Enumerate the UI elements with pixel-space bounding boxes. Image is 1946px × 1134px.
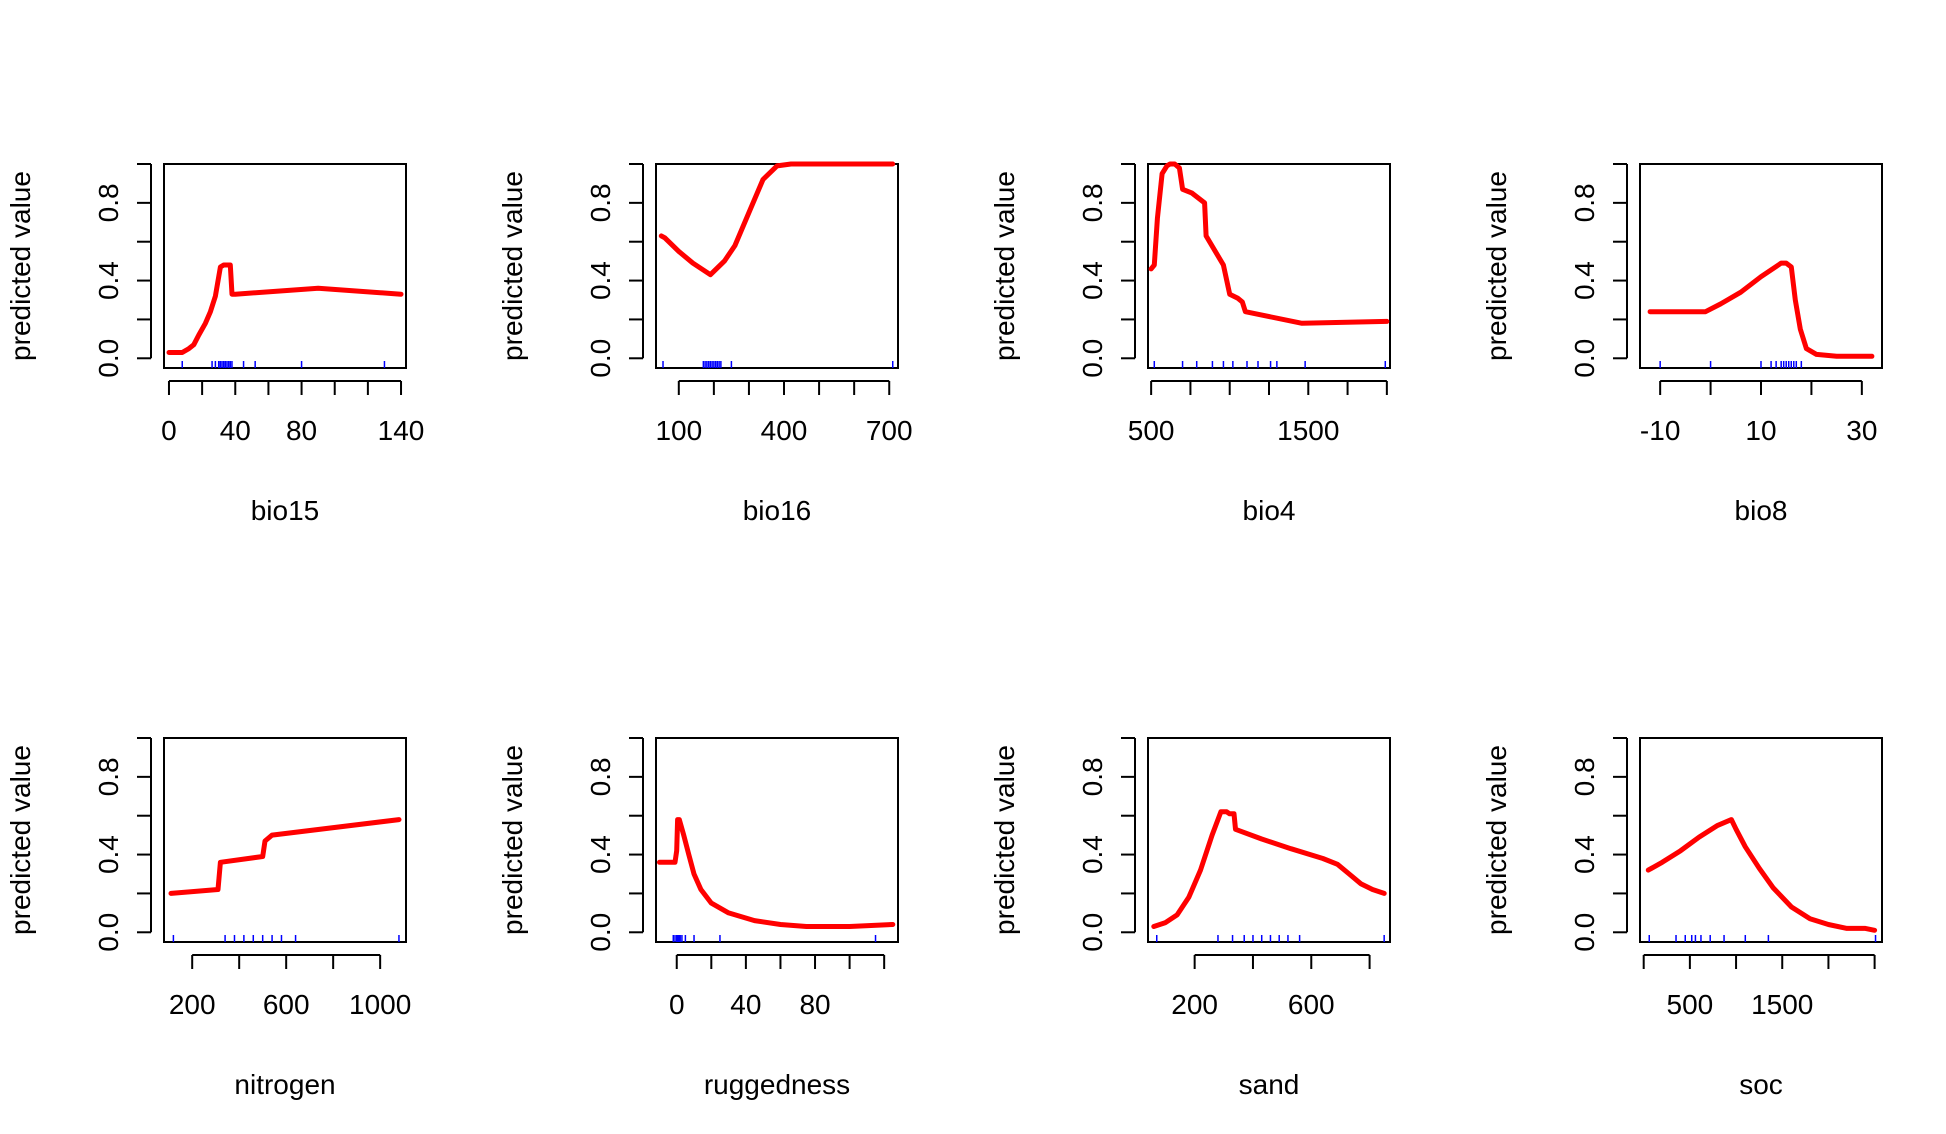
y-tick-label: 0.4 xyxy=(93,261,124,300)
y-tick-label: 0.0 xyxy=(1077,339,1108,378)
y-tick-label: 0.8 xyxy=(1077,183,1108,222)
response-curve xyxy=(1148,161,1390,326)
y-tick-label: 0.4 xyxy=(93,835,124,874)
response-curve xyxy=(657,817,896,929)
y-tick-label: 0.4 xyxy=(585,835,616,874)
x-tick-label: 0 xyxy=(161,415,177,446)
response-curve xyxy=(168,817,402,896)
x-axis-title: sand xyxy=(1239,1069,1300,1100)
x-tick-label: 200 xyxy=(1171,989,1218,1020)
plot-frame xyxy=(1639,737,1883,943)
x-tick-label: -10 xyxy=(1640,415,1680,446)
plot-frame xyxy=(1147,737,1391,943)
plot-frame xyxy=(655,737,899,943)
response-curve xyxy=(1151,809,1387,929)
x-tick-label: 500 xyxy=(1667,989,1714,1020)
panel-bio15: 0 40 80 140 0.0 0.4 0.8 bio15 predicted value xyxy=(5,163,425,526)
x-tick-label: 100 xyxy=(655,415,702,446)
x-tick-label: 40 xyxy=(220,415,251,446)
x-tick-label: 500 xyxy=(1128,415,1175,446)
y-tick-label: 0.8 xyxy=(93,757,124,796)
y-tick-label: 0.4 xyxy=(585,261,616,300)
panel-nitrogen: 200 600 1000 0.0 0.4 0.8 nitrogen predicted val… xyxy=(5,737,411,1100)
x-axis-title: bio8 xyxy=(1735,495,1788,526)
y-tick-label: 0.0 xyxy=(93,339,124,378)
y-tick-label: 0.4 xyxy=(1077,835,1108,874)
panel-bio16: 100 400 700 0.0 0.4 0.8 bio16 predicted value xyxy=(497,161,913,526)
x-tick-label: 140 xyxy=(378,415,425,446)
y-tick-label: 0.8 xyxy=(1569,757,1600,796)
x-tick-label: 30 xyxy=(1846,415,1877,446)
y-tick-label: 0.4 xyxy=(1569,261,1600,300)
panel-ruggedness: 0 40 80 0.0 0.4 0.8 ruggedness predicted value xyxy=(497,737,899,1100)
x-tick-label: 10 xyxy=(1745,415,1776,446)
response-curve xyxy=(1647,260,1875,359)
response-curve xyxy=(166,262,404,355)
y-tick-label: 0.0 xyxy=(585,339,616,378)
x-tick-label: 80 xyxy=(799,989,830,1020)
x-axis-title: bio15 xyxy=(251,495,320,526)
panel-bio4: 500 1500 0.0 0.4 0.8 bio4 predicted value xyxy=(989,161,1391,526)
plot-frame xyxy=(655,163,899,369)
x-axis-title: ruggedness xyxy=(704,1069,850,1100)
panel-sand: 200 600 0.0 0.4 0.8 sand predicted value xyxy=(989,737,1391,1100)
plot-frame xyxy=(1147,163,1391,369)
y-axis-title: predicted value xyxy=(5,171,36,361)
x-tick-label: 1500 xyxy=(1751,989,1813,1020)
y-axis-title: predicted value xyxy=(989,745,1020,935)
x-tick-label: 1000 xyxy=(349,989,411,1020)
y-tick-label: 0.0 xyxy=(1569,339,1600,378)
plot-frame xyxy=(163,163,407,369)
x-axis-title: bio4 xyxy=(1243,495,1296,526)
x-tick-label: 600 xyxy=(1288,989,1335,1020)
y-tick-label: 0.8 xyxy=(93,183,124,222)
y-tick-label: 0.4 xyxy=(1569,835,1600,874)
y-tick-label: 0.0 xyxy=(1569,913,1600,952)
x-tick-label: 40 xyxy=(730,989,761,1020)
y-axis-title: predicted value xyxy=(1481,745,1512,935)
plot-frame xyxy=(1639,163,1883,369)
y-tick-label: 0.4 xyxy=(1077,261,1108,300)
x-tick-label: 400 xyxy=(761,415,808,446)
x-tick-label: 80 xyxy=(286,415,317,446)
x-tick-label: 600 xyxy=(263,989,310,1020)
y-tick-label: 0.8 xyxy=(1077,757,1108,796)
response-curve xyxy=(658,161,896,278)
y-tick-label: 0.0 xyxy=(1077,913,1108,952)
x-axis-title: bio16 xyxy=(743,495,812,526)
x-axis-title: nitrogen xyxy=(234,1069,335,1100)
y-tick-label: 0.0 xyxy=(93,913,124,952)
y-tick-label: 0.8 xyxy=(1569,183,1600,222)
panel-soc: 500 1500 0.0 0.4 0.8 soc predicted value xyxy=(1481,737,1883,1100)
y-tick-label: 0.8 xyxy=(585,183,616,222)
x-tick-label: 200 xyxy=(169,989,216,1020)
x-tick-label: 0 xyxy=(669,989,685,1020)
y-axis-title: predicted value xyxy=(497,745,528,935)
x-tick-label: 700 xyxy=(866,415,913,446)
y-tick-label: 0.0 xyxy=(585,913,616,952)
y-tick-label: 0.8 xyxy=(585,757,616,796)
y-axis-title: predicted value xyxy=(5,745,36,935)
panel-bio8: -10 10 30 0.0 0.4 0.8 bio8 predicted value xyxy=(1481,163,1883,526)
y-axis-title: predicted value xyxy=(989,171,1020,361)
response-curve xyxy=(1645,817,1878,933)
x-tick-label: 1500 xyxy=(1277,415,1339,446)
x-axis-title: soc xyxy=(1739,1069,1783,1100)
y-axis-title: predicted value xyxy=(1481,171,1512,361)
plot-frame xyxy=(163,737,407,943)
y-axis-title: predicted value xyxy=(497,171,528,361)
